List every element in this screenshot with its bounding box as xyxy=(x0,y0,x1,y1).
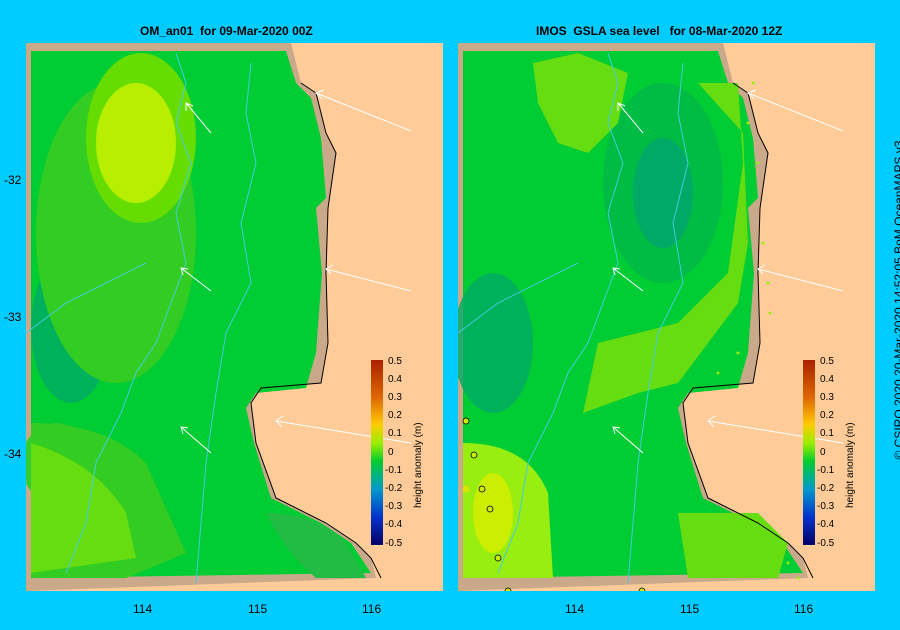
cbar-label: -0.3 xyxy=(385,501,403,512)
cbar-label: -0.1 xyxy=(385,465,403,476)
lon-tick-115-left: 115 xyxy=(248,602,268,616)
lon-tick-114-right: 114 xyxy=(565,602,585,616)
cbar-label: 0.1 xyxy=(820,428,834,439)
right-sea-level-map xyxy=(458,43,875,591)
right-panel-title: IMOS GSLA sea level for 08-Mar-2020 12Z xyxy=(536,24,783,38)
cbar-label: -0.2 xyxy=(817,483,835,494)
credit-label: © CSIRO 2020 20-Mar-2020 14:52:05 BoM Oc… xyxy=(892,140,900,459)
colorbar-title-right: height anomaly (m) xyxy=(845,422,856,508)
lon-tick-114-left: 114 xyxy=(133,602,153,616)
cbar-label: -0.3 xyxy=(817,501,835,512)
lon-tick-115-right: 115 xyxy=(680,602,700,616)
cbar-label: 0.3 xyxy=(388,392,402,403)
lon-tick-116-right: 116 xyxy=(794,602,814,616)
lon-tick-116-left: 116 xyxy=(362,602,382,616)
left-panel-title: OM_an01 for 09-Mar-2020 00Z xyxy=(140,24,313,38)
cbar-label: -0.2 xyxy=(385,483,403,494)
lat-tick-33: -33 xyxy=(4,310,22,324)
cbar-label: 0.2 xyxy=(820,410,834,421)
cbar-label: 0.5 xyxy=(388,356,402,367)
cbar-label: 0.5 xyxy=(820,356,834,367)
cbar-label: 0.3 xyxy=(820,392,834,403)
cbar-label: 0.1 xyxy=(388,428,402,439)
lat-tick-34: -34 xyxy=(4,447,22,461)
cbar-label: -0.4 xyxy=(385,519,403,530)
cbar-label: -0.5 xyxy=(385,538,403,549)
cbar-label: 0.4 xyxy=(820,374,834,385)
colorbar-title-left: height anomaly (m) xyxy=(413,422,424,508)
cbar-label: 0 xyxy=(388,447,394,458)
cbar-label: 0.2 xyxy=(388,410,402,421)
cbar-label: -0.5 xyxy=(817,538,835,549)
cbar-label: -0.1 xyxy=(817,465,835,476)
cbar-label: -0.4 xyxy=(817,519,835,530)
cbar-label: 0 xyxy=(820,447,826,458)
lat-tick-32: -32 xyxy=(4,173,22,187)
cbar-label: 0.4 xyxy=(388,374,402,385)
left-sea-level-map xyxy=(26,43,443,591)
